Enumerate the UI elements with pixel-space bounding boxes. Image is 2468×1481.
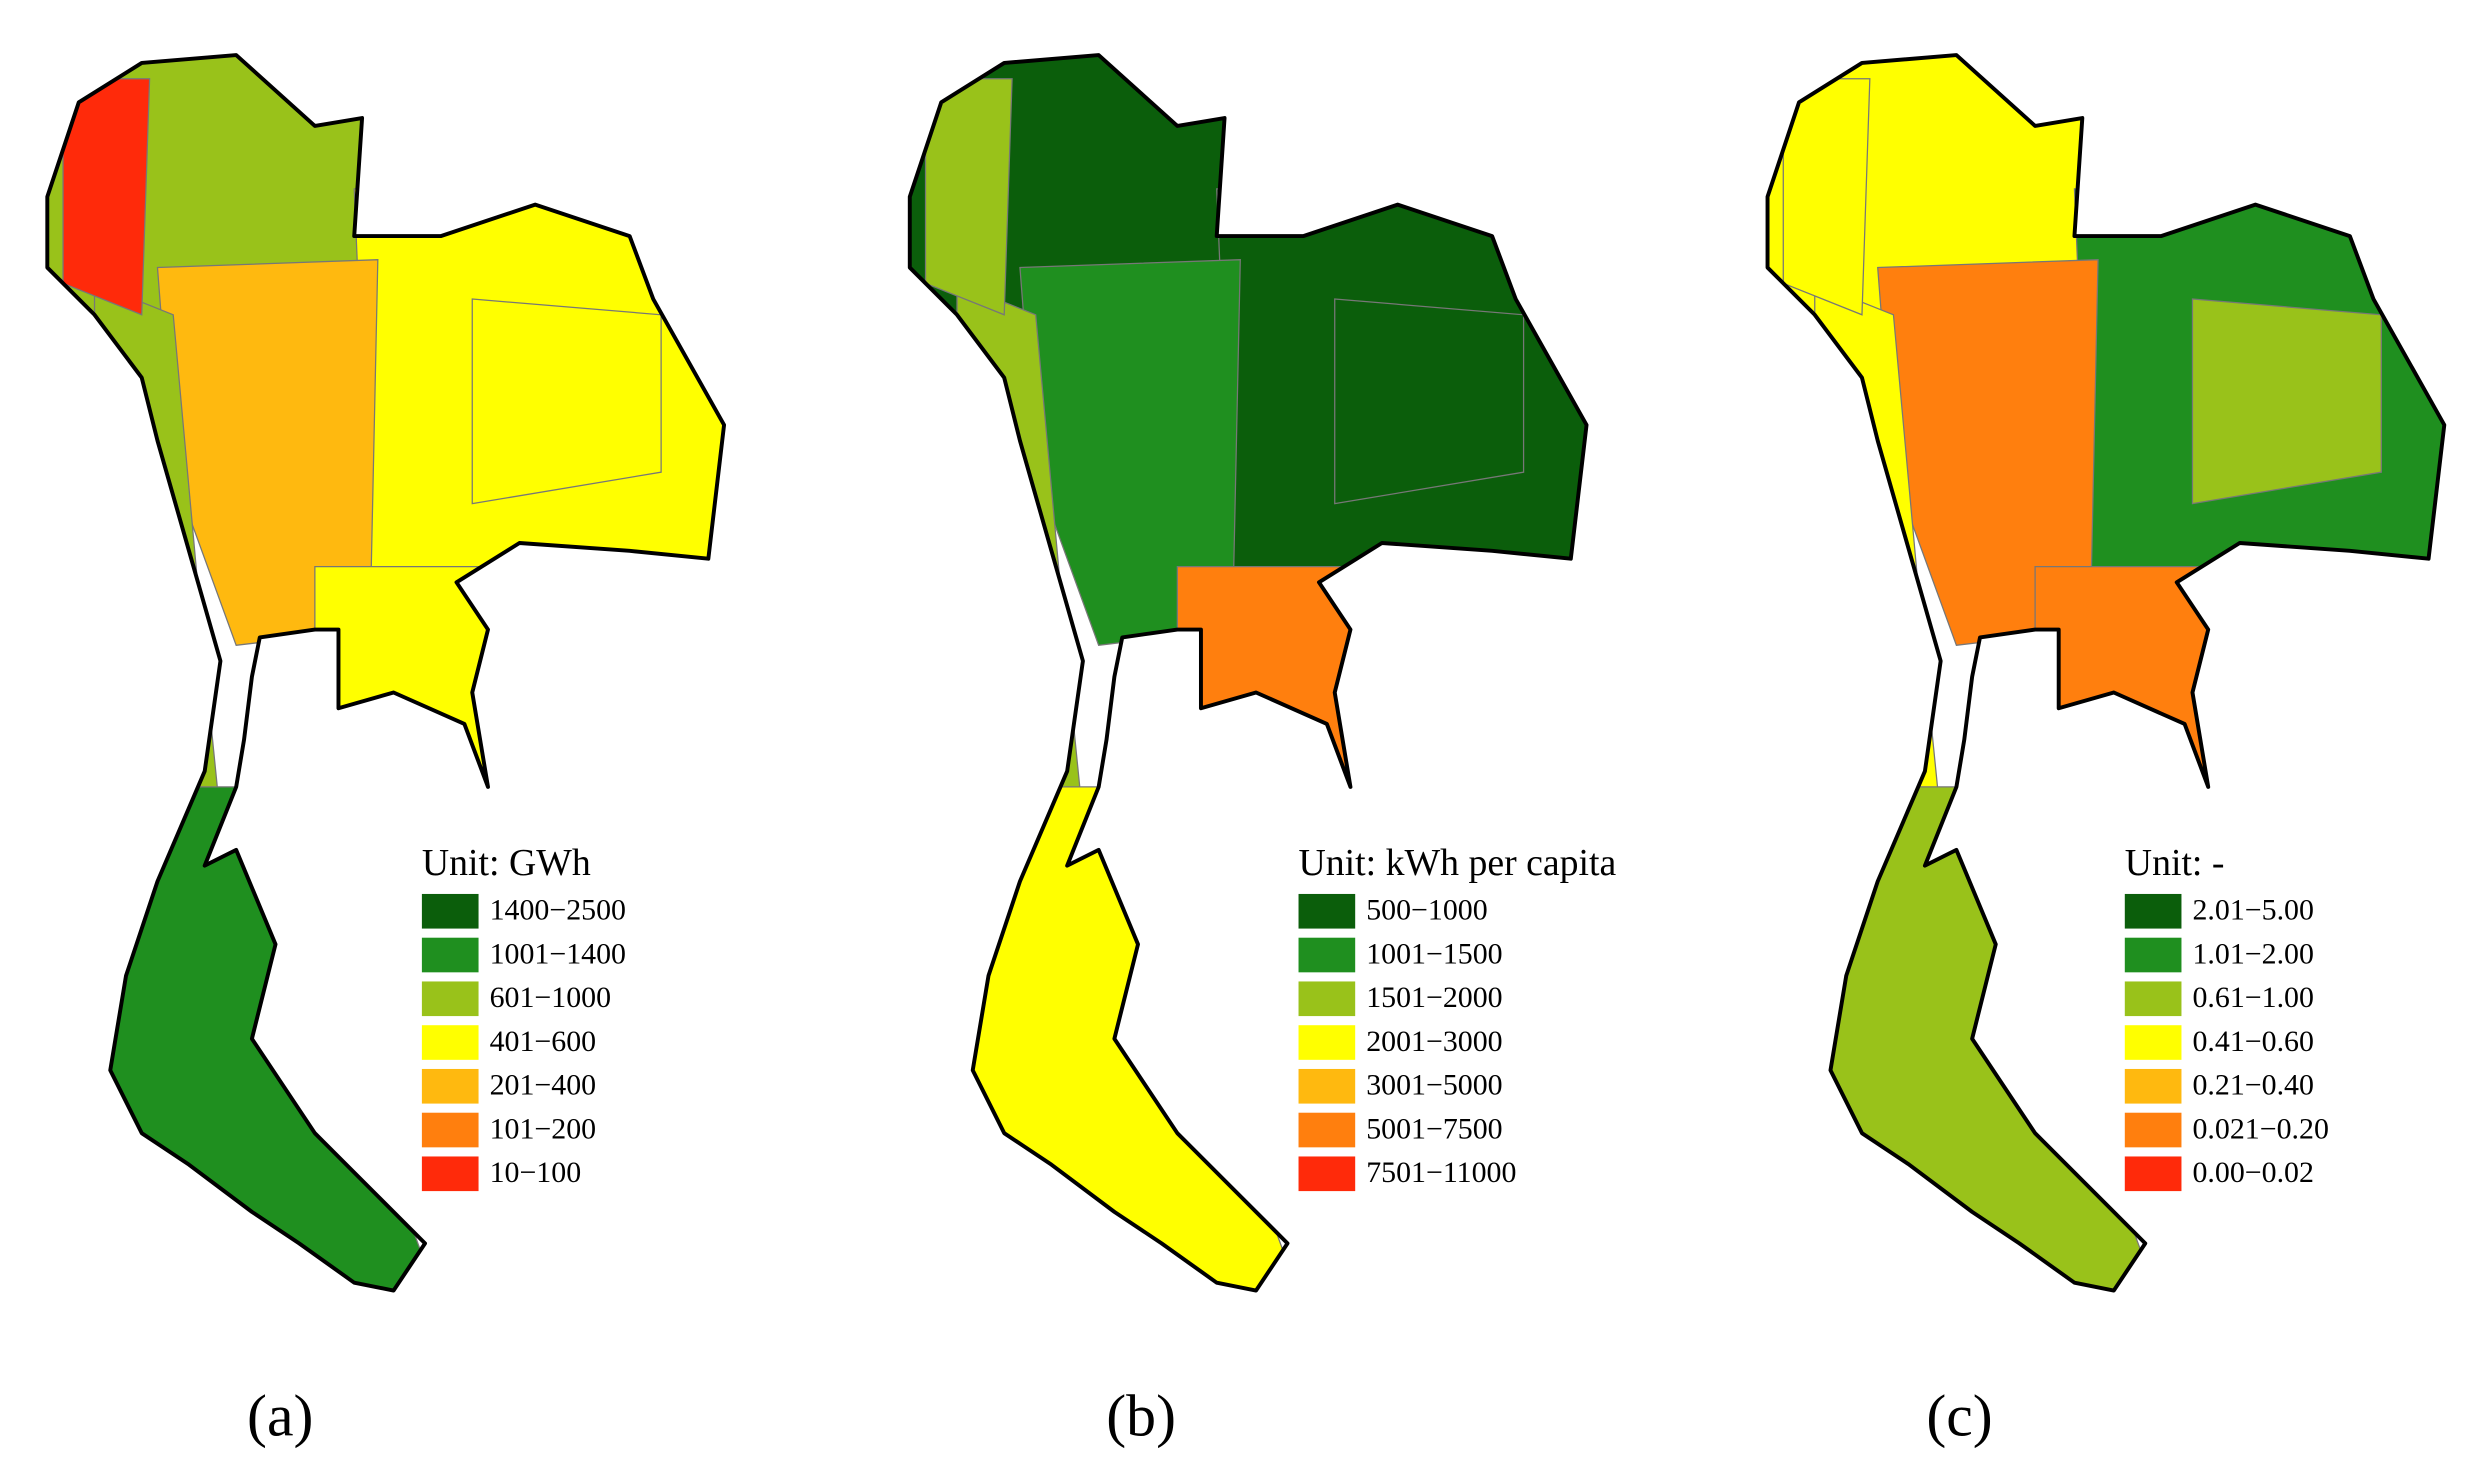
legend-title: Unit: kWh per capita: [1299, 842, 1617, 884]
legend-swatch: [2124, 1068, 2182, 1104]
region: [924, 78, 1013, 316]
map-panel: Unit: kWh per capita 500−1000 1001−1500 150…: [907, 53, 1617, 1448]
legend-label: 0.21−0.40: [2192, 1069, 2313, 1102]
map-panel: Unit: GWh 1400−2500 1001−1400 601−1000 401−6…: [45, 53, 727, 1448]
region: [1782, 78, 1871, 316]
legend-swatch: [421, 1156, 479, 1192]
legend-label: 2001−3000: [1366, 1025, 1502, 1058]
legend-swatch: [2124, 1025, 2182, 1060]
legend-swatch: [421, 1112, 479, 1148]
legend-swatch: [421, 937, 479, 973]
legend-swatch: [1298, 937, 1356, 973]
legend-swatch: [1298, 1156, 1356, 1192]
legend-label: 1501−2000: [1366, 981, 1502, 1014]
legend-swatch: [1298, 1112, 1356, 1148]
legend-label: 0.61−1.00: [2192, 981, 2313, 1014]
caption: (c): [1926, 1382, 1992, 1448]
legend-label: 101−200: [490, 1112, 597, 1145]
legend-label: 2.01−5.00: [2192, 894, 2313, 927]
region: [1798, 786, 2162, 1291]
legend-label: 1.01−2.00: [2192, 937, 2313, 970]
legend-swatch: [2124, 981, 2182, 1017]
legend-label: 3001−5000: [1366, 1069, 1502, 1102]
legend-swatch: [421, 893, 479, 929]
caption: (a): [247, 1382, 313, 1448]
legend-title: Unit: -: [2125, 842, 2225, 884]
legend-swatch: [2124, 1156, 2182, 1192]
legend-label: 201−400: [490, 1069, 597, 1102]
legend-swatch: [1298, 1068, 1356, 1104]
caption: (b): [1106, 1382, 1176, 1448]
legend-label: 0.021−0.20: [2192, 1112, 2328, 1145]
legend-swatch: [2124, 1112, 2182, 1148]
legend-swatch: [421, 1025, 479, 1060]
legend-label: 500−1000: [1366, 894, 1487, 927]
legend-label: 0.00−0.02: [2192, 1156, 2313, 1189]
legend-title: Unit: GWh: [422, 842, 591, 884]
legend-label: 7501−11000: [1366, 1156, 1516, 1189]
legend-label: 1001−1500: [1366, 937, 1502, 970]
map-panel: Unit: - 2.01−5.00 1.01−2.00 0.61−1.00 0.41−0…: [1765, 53, 2447, 1448]
legend-swatch: [1298, 981, 1356, 1017]
legend-label: 1001−1400: [490, 937, 626, 970]
legend-swatch: [1298, 893, 1356, 929]
legend-label: 1400−2500: [490, 894, 626, 927]
legend-label: 10−100: [490, 1156, 582, 1189]
region: [1334, 298, 1525, 505]
region: [2191, 298, 2382, 505]
region: [940, 786, 1305, 1291]
legend-label: 0.41−0.60: [2192, 1025, 2313, 1058]
region: [62, 78, 151, 316]
legend-swatch: [2124, 937, 2182, 973]
legend-label: 401−600: [490, 1025, 597, 1058]
region: [471, 298, 662, 505]
legend-swatch: [2124, 893, 2182, 929]
legend-swatch: [421, 1068, 479, 1104]
legend-swatch: [421, 981, 479, 1017]
region: [78, 786, 442, 1291]
legend-label: 5001−7500: [1366, 1112, 1502, 1145]
legend-label: 601−1000: [490, 981, 611, 1014]
legend-swatch: [1298, 1025, 1356, 1060]
